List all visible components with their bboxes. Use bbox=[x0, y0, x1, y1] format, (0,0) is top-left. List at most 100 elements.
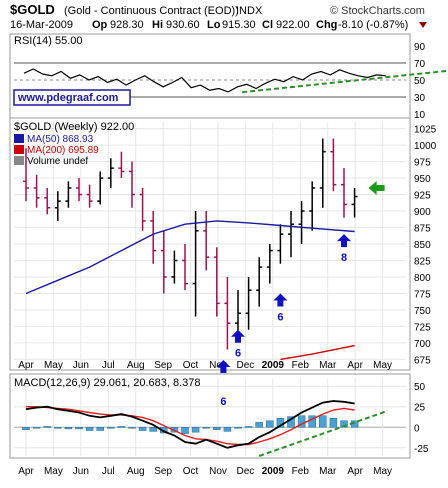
macd-histogram-bar bbox=[244, 426, 253, 428]
price-tick-label: 1000 bbox=[414, 141, 437, 152]
macd-histogram-bar bbox=[117, 426, 126, 428]
blue-up-arrow-icon bbox=[337, 234, 351, 248]
macd-panel bbox=[9, 373, 411, 459]
ohlc-bar bbox=[309, 181, 316, 231]
rsi-tick-label: 10 bbox=[414, 110, 426, 121]
macd-histogram-bar bbox=[64, 427, 73, 430]
blue-up-arrow-icon bbox=[273, 293, 288, 307]
macd-histogram-bar bbox=[340, 420, 348, 428]
ohlc-bar bbox=[54, 191, 61, 221]
ohlc-bar bbox=[341, 168, 347, 218]
ohlc-bar bbox=[139, 187, 146, 231]
symbol-title: $GOLD bbox=[10, 2, 55, 17]
ohlc-bar bbox=[23, 148, 29, 202]
close-value: 922.00 bbox=[276, 19, 310, 31]
wave-count-label: 8 bbox=[341, 252, 347, 264]
ohlc-bar bbox=[203, 211, 210, 271]
macd-trendline bbox=[258, 409, 388, 457]
price-month-label: 2009 bbox=[262, 360, 285, 371]
ma50-line bbox=[25, 220, 355, 295]
ohlc-bar bbox=[298, 201, 305, 244]
ohlc-bar bbox=[224, 276, 231, 350]
price-month-label: Feb bbox=[292, 360, 310, 371]
ohlc-bar bbox=[213, 247, 220, 317]
ohlc-bar bbox=[65, 181, 72, 208]
price-month-label: Jul bbox=[102, 360, 115, 371]
price-tick-label: 875 bbox=[414, 224, 431, 235]
rsi-tick-label: 50 bbox=[414, 76, 426, 87]
wave-count-label: 6 bbox=[220, 396, 226, 408]
macd-month-label: Jun bbox=[73, 466, 89, 477]
price-tick-label: 775 bbox=[414, 289, 431, 300]
macd-title: MACD(12,26,9) 29.061, 20.683, 8.378 bbox=[14, 377, 201, 389]
macd-histogram-bar bbox=[234, 427, 242, 429]
macd-tick-label: 25 bbox=[414, 403, 426, 414]
blue-up-arrow-icon bbox=[216, 360, 231, 373]
macd-histogram-bar bbox=[266, 420, 274, 428]
macd-month-label: Feb bbox=[292, 466, 310, 477]
symbol-name: (Gold - Continuous Contract (EOD)) bbox=[64, 5, 239, 17]
macd-histogram-bar bbox=[96, 427, 104, 431]
quote-date: 16-Mar-2009 bbox=[10, 19, 73, 31]
macd-histogram-bar bbox=[138, 427, 147, 431]
macd-layer: -25 0 25 50 Apr May Jun Jul Aug Sep Oct Nov Dec 2009 F… bbox=[14, 378, 429, 477]
price-month-label: Dec bbox=[237, 360, 255, 371]
price-tick-label: 675 bbox=[414, 355, 431, 366]
close-label: Cl bbox=[262, 19, 273, 31]
high-value: 930.60 bbox=[166, 19, 200, 31]
ohlc-bar bbox=[171, 250, 178, 284]
price-tick-label: 950 bbox=[414, 174, 431, 185]
macd-month-label: Oct bbox=[183, 466, 199, 477]
ohlc-bar bbox=[86, 184, 93, 208]
ohlc-bar bbox=[256, 257, 263, 307]
ohlc-bar bbox=[118, 151, 125, 179]
macd-histogram-bar bbox=[149, 427, 157, 432]
price-month-label: May bbox=[44, 360, 63, 371]
macd-month-label: Apr bbox=[347, 466, 363, 477]
watermark-text: www.pdegraaf.com bbox=[17, 92, 119, 104]
legend-ma200-swatch bbox=[14, 145, 24, 154]
macd-month-label: Sep bbox=[154, 466, 172, 477]
ohlc-bar bbox=[319, 138, 326, 208]
macd-histogram-bar bbox=[128, 427, 136, 429]
macd-month-label: May bbox=[373, 466, 392, 477]
macd-month-label: Mar bbox=[319, 466, 337, 477]
ohlc-bar bbox=[245, 276, 252, 330]
legend-volume-swatch bbox=[14, 156, 24, 165]
macd-histogram-bar bbox=[308, 415, 316, 428]
macd-histogram-bar bbox=[22, 427, 30, 430]
macd-histogram-bar bbox=[85, 427, 94, 431]
macd-histogram-bar bbox=[297, 415, 306, 428]
low-label: Lo bbox=[207, 19, 221, 31]
rsi-title: RSI(14) 55.00 bbox=[14, 35, 82, 47]
macd-histogram-bar bbox=[32, 427, 41, 429]
high-label: Hi bbox=[152, 19, 163, 31]
rsi-tick-label: 70 bbox=[414, 59, 426, 70]
macd-tick-label: 0 bbox=[414, 423, 420, 434]
open-label: Op bbox=[92, 19, 108, 31]
macd-month-label: Aug bbox=[127, 466, 145, 477]
rsi-layer: 10 30 50 70 90 bbox=[14, 42, 448, 121]
ma200-line bbox=[280, 344, 355, 361]
macd-histogram-bar bbox=[319, 415, 327, 428]
macd-tick-label: -25 bbox=[414, 444, 429, 455]
macd-histogram-bar bbox=[107, 427, 115, 429]
ohlc-bar bbox=[192, 211, 199, 317]
change-down-icon bbox=[419, 22, 427, 28]
change-label: Chg bbox=[316, 19, 337, 31]
ohlc-bar bbox=[76, 178, 82, 202]
ohlc-bar bbox=[182, 244, 188, 291]
ohlc-bar bbox=[129, 161, 135, 208]
open-value: 928.30 bbox=[110, 19, 144, 31]
change-value: -8.10 (-0.87%) bbox=[338, 19, 408, 31]
brand-label: © StockCharts.com bbox=[330, 5, 425, 17]
price-tick-label: 825 bbox=[414, 256, 431, 267]
price-tick-label: 925 bbox=[414, 191, 431, 202]
price-legend: $GOLD (Weekly) 922.00 MA(50) 868.93 MA(2… bbox=[14, 121, 134, 167]
wave-count-label: 6 bbox=[277, 311, 283, 323]
price-layer: 6757007257507758008258508759009259509751… bbox=[14, 122, 437, 408]
rsi-line bbox=[23, 68, 387, 93]
price-month-label: Oct bbox=[183, 360, 199, 371]
